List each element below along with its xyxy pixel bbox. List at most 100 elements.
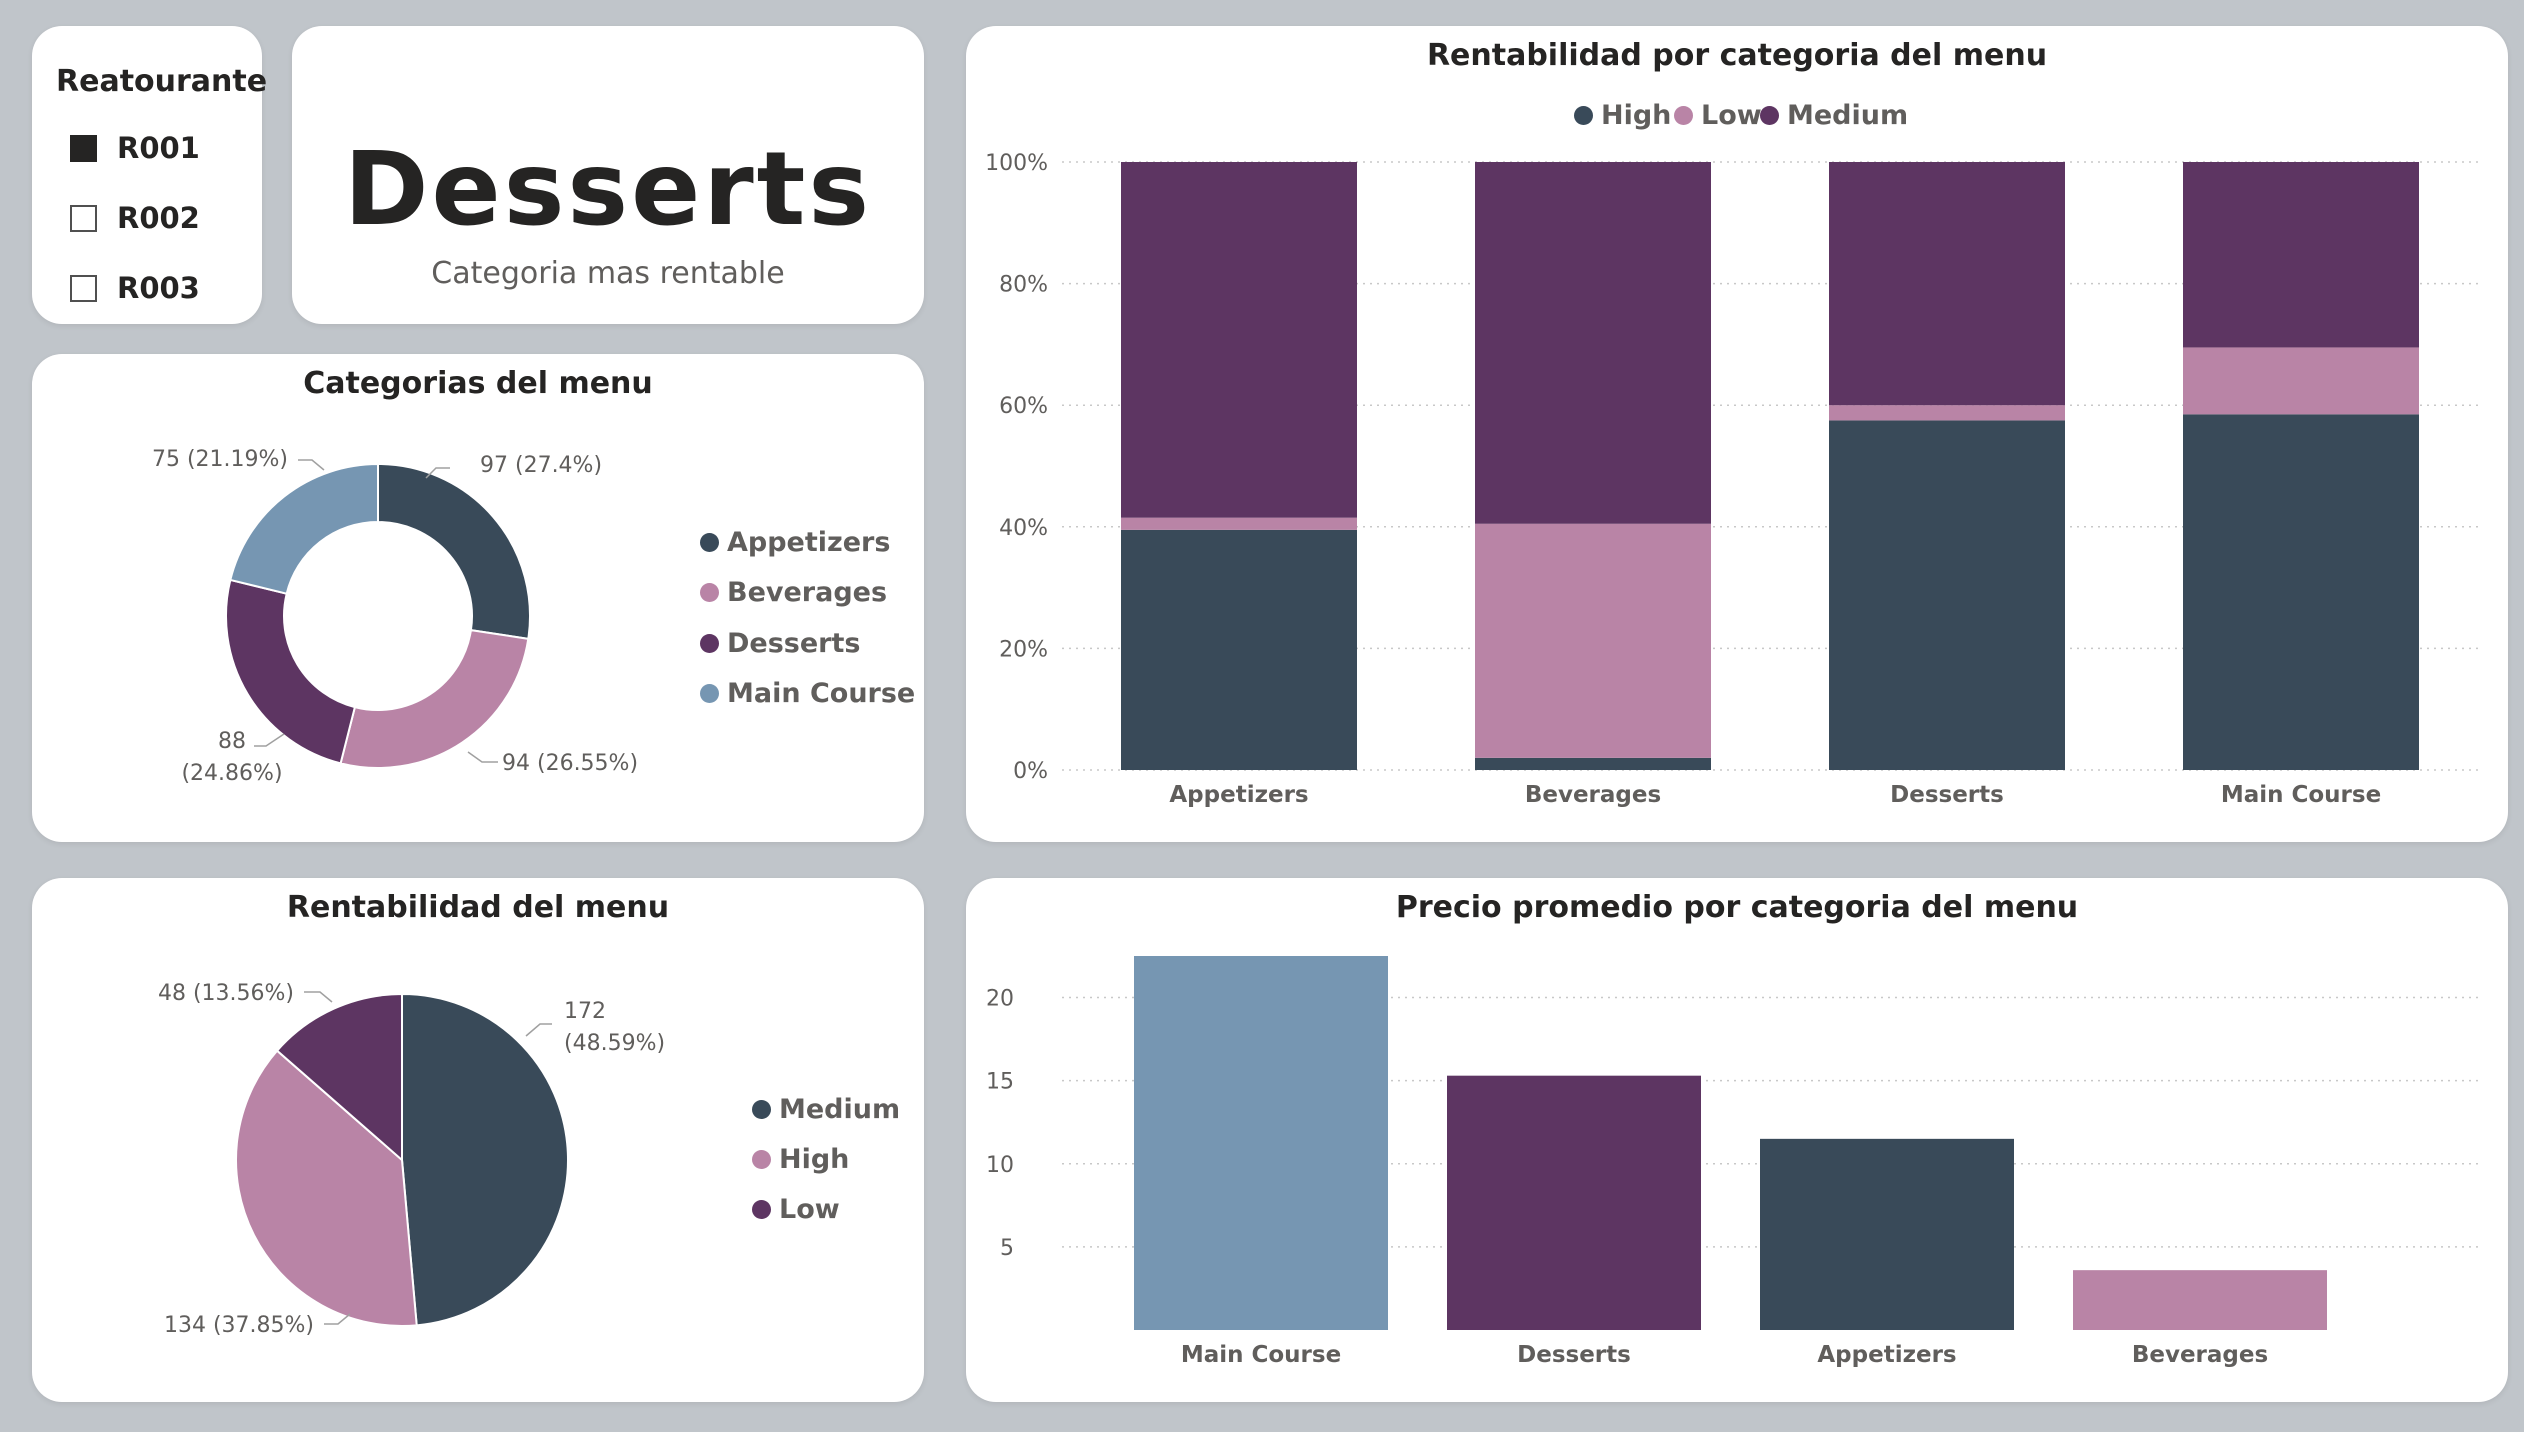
data-label-leader <box>298 459 325 471</box>
data-label-leader <box>525 1023 552 1037</box>
legend-dot <box>1574 106 1593 125</box>
bar-segment-low <box>1829 405 2065 421</box>
pie-slice-desserts <box>225 578 357 765</box>
checkbox[interactable] <box>70 204 97 232</box>
slicer-option-r003[interactable]: R003 <box>70 268 200 308</box>
legend-label: Main Course <box>727 678 916 709</box>
bar-appetizers <box>1760 1138 2014 1330</box>
data-label: 172 <box>564 999 606 1024</box>
slicer-option-label: R001 <box>117 131 200 165</box>
legend-dot <box>752 1150 771 1169</box>
data-label: 97 (27.4%) <box>480 453 602 478</box>
slicer-option-r001[interactable]: R001 <box>70 128 200 168</box>
bar-segment-high <box>1829 420 2065 770</box>
legend-item-medium[interactable]: Medium <box>752 1094 900 1125</box>
y-tick-label: 5 <box>1000 1236 1014 1261</box>
data-label-leader <box>324 1313 351 1325</box>
avg-price-card: Precio promedio por categoria del menu 5… <box>966 878 2508 1402</box>
menu-profitability-card: Rentabilidad del menu 172 (48.59%) 134 (37… <box>32 878 924 1402</box>
menu-categories-card: Categorias del menu 97 (27.4%) 94 (26.55%… <box>32 354 924 842</box>
y-tick-label: 20% <box>999 637 1048 662</box>
legend-item-high[interactable]: High <box>1574 100 1671 131</box>
legend-label: Beverages <box>727 577 888 608</box>
x-tick-label: Beverages <box>2132 1342 2268 1368</box>
legend-label: High <box>779 1144 850 1175</box>
bar-segment-high <box>2183 414 2419 770</box>
pie-slice-low <box>275 992 403 1163</box>
y-tick-label: 20 <box>986 987 1014 1012</box>
bar-chart: 5 10 15 20 Main Course Desserts Appetizers Beve… <box>986 956 2478 1368</box>
checkbox[interactable] <box>70 134 97 162</box>
x-tick-label: Appetizers <box>1817 1342 1956 1368</box>
legend-item-beverages[interactable]: Beverages <box>700 577 887 608</box>
y-tick-label: 10 <box>986 1153 1014 1178</box>
stacked-bar-chart: 0% 20% 40% 60% 80% 100% Appetizers Beverages Des… <box>985 151 2478 808</box>
legend-label: Medium <box>1787 100 1909 131</box>
legend-dot <box>1760 106 1779 125</box>
bar-segment-medium <box>1475 162 1711 524</box>
legend-item-desserts[interactable]: Desserts <box>700 628 860 659</box>
legend-item-low[interactable]: Low <box>1674 100 1762 131</box>
x-tick-label: Desserts <box>1517 1342 1631 1368</box>
legend-item-appetizers[interactable]: Appetizers <box>700 527 890 558</box>
data-label: 94 (26.55%) <box>502 751 638 776</box>
kpi-label: Categoria mas rentable <box>431 256 785 291</box>
data-label: 88 <box>218 729 246 754</box>
legend-dot <box>700 634 719 653</box>
bar-segment-high <box>1475 757 1711 770</box>
chart-title: Precio promedio por categoria del menu <box>1395 890 2079 925</box>
bar-segment-low <box>1121 517 1357 530</box>
x-tick-label: Main Course <box>2221 782 2381 808</box>
bar-segment-medium <box>1121 162 1357 518</box>
bar-desserts <box>1447 1075 1701 1330</box>
legend-dot <box>700 684 719 703</box>
slicer-option-r002[interactable]: R002 <box>70 198 200 238</box>
data-label: 48 (13.56%) <box>158 981 294 1006</box>
pie-slice-appetizers <box>377 462 531 640</box>
donut-chart: 97 (27.4%) 94 (26.55%) 88 (24.86%) 75 (21.19… <box>152 447 638 786</box>
data-label-leader <box>254 733 285 747</box>
data-label: (48.59%) <box>564 1031 665 1056</box>
legend-label: Medium <box>779 1094 901 1125</box>
pie-slice-high <box>235 1049 418 1327</box>
chart-title: Categorias del menu <box>303 366 653 401</box>
legend-label: Low <box>1701 100 1762 131</box>
legend-item-low[interactable]: Low <box>752 1194 840 1225</box>
data-label-leader <box>467 751 498 763</box>
slicer-option-label: R002 <box>117 201 200 235</box>
bar-segment-high <box>1121 529 1357 770</box>
bar-main-course <box>1134 956 1388 1330</box>
bar-segment-low <box>2183 347 2419 415</box>
bar-segment-medium <box>2183 162 2419 348</box>
legend-dot <box>752 1200 771 1219</box>
bar-segment-low <box>1475 523 1711 758</box>
legend-label: Desserts <box>727 628 861 659</box>
legend-dot <box>752 1100 771 1119</box>
x-tick-label: Beverages <box>1525 782 1661 808</box>
x-tick-label: Appetizers <box>1169 782 1308 808</box>
pie-chart: 172 (48.59%) 134 (37.85%) 48 (13.56%) <box>158 981 665 1338</box>
kpi-value: Desserts <box>343 130 873 249</box>
profitability-by-category-card: Rentabilidad por categoria del menu High… <box>966 26 2508 842</box>
bar-beverages <box>2073 1270 2327 1330</box>
kpi-card: Desserts Categoria mas rentable <box>292 26 924 324</box>
legend-item-high[interactable]: High <box>752 1144 849 1175</box>
bar-segment-medium <box>1829 162 2065 406</box>
checkbox[interactable] <box>70 274 97 302</box>
data-label-leader <box>425 467 450 479</box>
data-label: 75 (21.19%) <box>152 447 288 472</box>
data-label: (24.86%) <box>181 761 282 786</box>
chart-title: Rentabilidad del menu <box>286 890 670 925</box>
data-label: 134 (37.85%) <box>164 1313 314 1338</box>
legend-dot <box>700 583 719 602</box>
legend-label: Low <box>779 1194 840 1225</box>
legend-item-main-course[interactable]: Main Course <box>700 678 915 709</box>
y-tick-label: 40% <box>999 516 1048 541</box>
chart-title: Rentabilidad por categoria del menu <box>1426 38 2048 73</box>
y-tick-label: 80% <box>999 273 1048 298</box>
y-tick-label: 15 <box>986 1070 1014 1095</box>
pie-slice-beverages <box>339 628 530 769</box>
legend-label: High <box>1601 100 1672 131</box>
legend-item-medium[interactable]: Medium <box>1760 100 1908 131</box>
data-label-leader <box>304 991 333 1003</box>
